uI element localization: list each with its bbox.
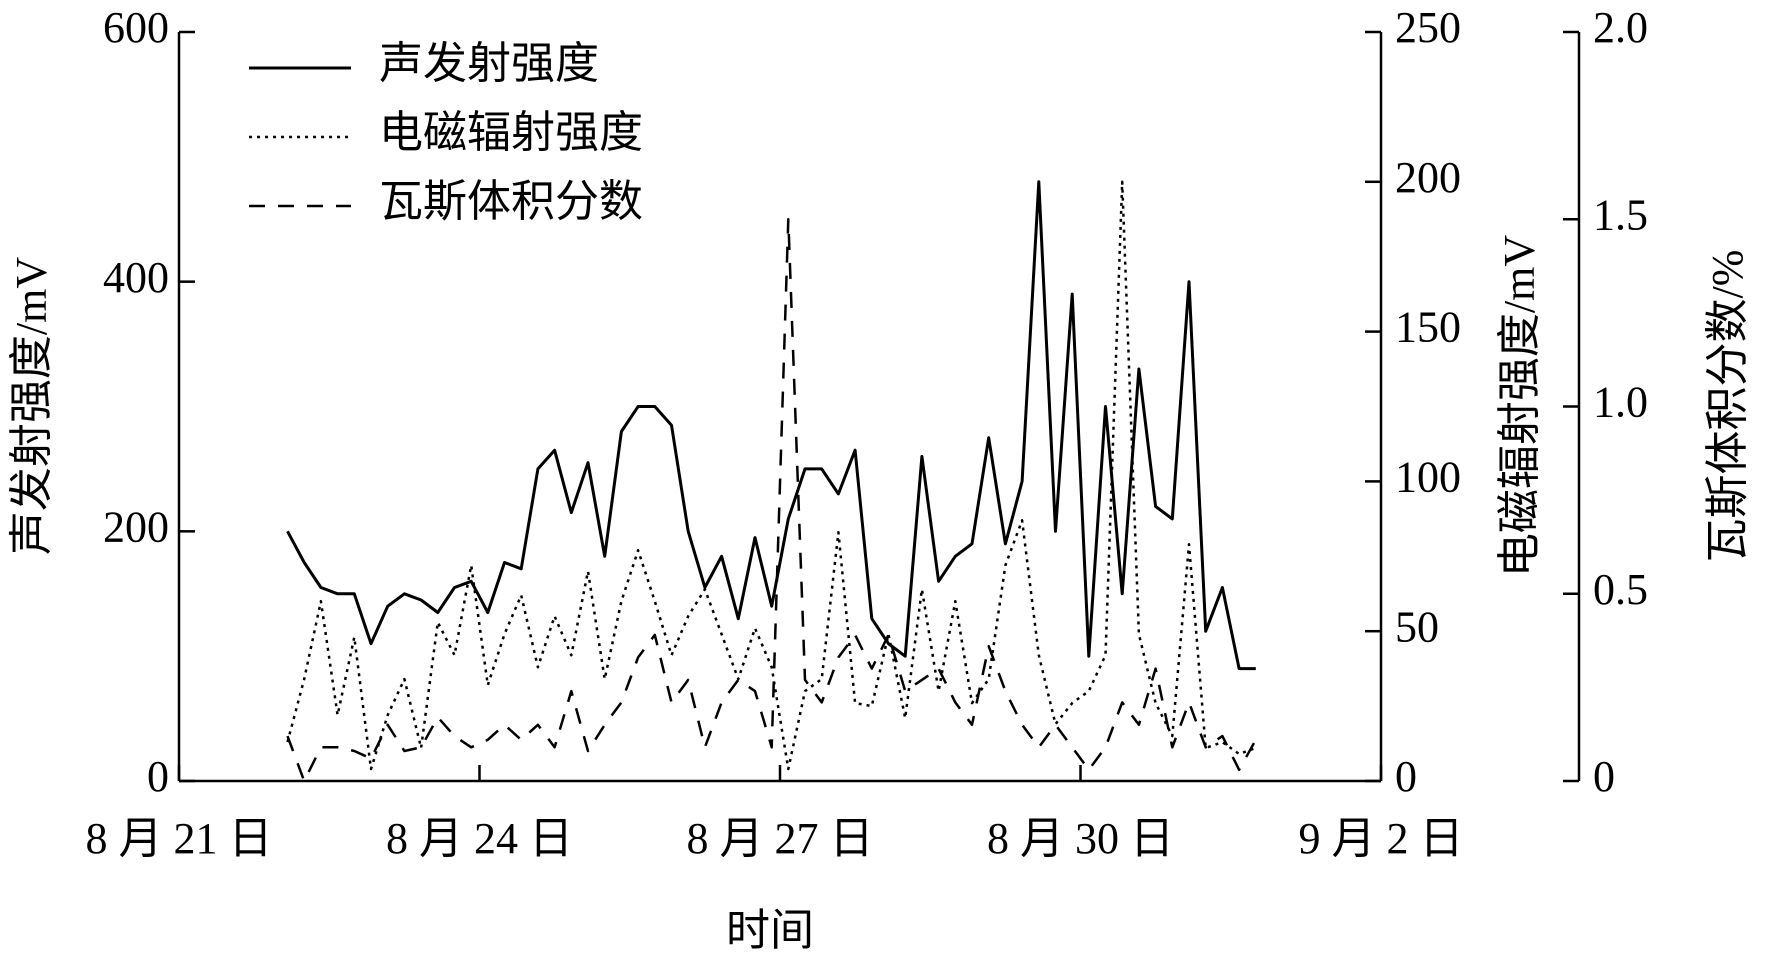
y2-tick-label: 100 <box>1395 452 1461 501</box>
y3-axis-label: 瓦斯体积分数/% <box>1703 250 1752 563</box>
y2-tick-label: 250 <box>1395 3 1461 52</box>
series-line <box>286 180 1256 671</box>
series-line <box>286 180 1257 771</box>
y2-tick-label: 150 <box>1395 303 1461 352</box>
y2-tick-label: 0 <box>1395 752 1417 801</box>
y2-axis-label: 电磁辐射强度/mV <box>1495 235 1544 577</box>
series-line <box>286 218 1257 783</box>
y3-tick-label: 0.5 <box>1593 565 1648 614</box>
y-tick-label: 600 <box>103 3 169 52</box>
y2-tick-label: 200 <box>1395 153 1461 202</box>
y-tick-label: 200 <box>103 502 169 551</box>
legend-label: 声发射强度 <box>379 39 599 88</box>
y3-tick-label: 0 <box>1593 752 1615 801</box>
x-axis-label: 时间 <box>726 906 814 955</box>
x-tick-label: 8 月 24 日 <box>386 814 573 863</box>
y3-tick-label: 2.0 <box>1593 3 1648 52</box>
x-tick-label: 9 月 2 日 <box>1299 814 1464 863</box>
y-tick-label: 0 <box>147 752 169 801</box>
x-tick-label: 8 月 27 日 <box>687 814 874 863</box>
y-axis-label: 声发射强度/mV <box>7 257 56 555</box>
x-tick-label: 8 月 21 日 <box>86 814 273 863</box>
y3-tick-label: 1.0 <box>1593 378 1648 427</box>
legend-label: 瓦斯体积分数 <box>379 177 643 226</box>
x-tick-label: 8 月 30 日 <box>987 814 1174 863</box>
legend-label: 电磁辐射强度 <box>379 108 643 157</box>
y2-tick-label: 50 <box>1395 602 1439 651</box>
y-tick-label: 400 <box>103 253 169 302</box>
y3-tick-label: 1.5 <box>1593 190 1648 239</box>
